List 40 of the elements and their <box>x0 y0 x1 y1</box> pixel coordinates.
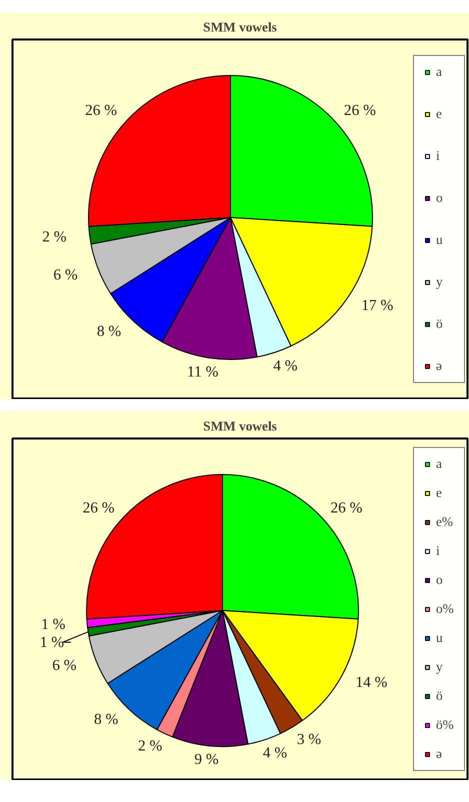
data-label: 17 % <box>361 296 394 314</box>
data-label: 9 % <box>194 750 219 768</box>
legend-label: u <box>436 630 444 646</box>
legend-label: o% <box>436 601 455 617</box>
legend-label: i <box>436 543 441 559</box>
legend-label: ə <box>436 358 443 374</box>
data-label: 11 % <box>187 363 219 380</box>
chart-title: SMM vowels <box>203 418 277 434</box>
legend-label: e% <box>436 514 454 530</box>
data-label: 2 % <box>42 228 67 246</box>
legend-label: o <box>436 190 444 206</box>
data-label: 26 % <box>85 102 118 120</box>
data-label: 3 % <box>296 730 322 748</box>
legend-label: a <box>436 456 443 472</box>
data-label: 26 % <box>82 500 115 517</box>
data-label: 4 % <box>273 358 298 375</box>
data-label: 8 % <box>96 322 122 340</box>
legend-label: ö% <box>436 717 455 733</box>
legend-label: y <box>436 659 444 675</box>
legend-label: i <box>436 148 441 164</box>
data-label: 1 % <box>40 634 64 651</box>
data-label: 4 % <box>262 744 288 762</box>
legend-label: e <box>436 106 443 122</box>
data-label: 6 % <box>53 266 78 284</box>
legend-label: a <box>436 64 443 80</box>
legend-label: ö <box>436 316 444 332</box>
legend-label: ö <box>436 688 444 704</box>
data-label: 1 % <box>41 616 66 634</box>
data-label: 8 % <box>94 711 118 728</box>
data-label: 26 % <box>330 500 363 517</box>
data-label: 26 % <box>344 102 376 120</box>
chart-title: SMM vowels <box>203 20 277 34</box>
data-label: 6 % <box>52 657 77 674</box>
data-label: 2 % <box>138 737 162 754</box>
data-label: 14 % <box>356 674 388 692</box>
legend-label: e <box>436 485 443 501</box>
legend-label: o <box>436 572 444 588</box>
legend-label: u <box>436 232 444 248</box>
legend-label: y <box>436 274 444 290</box>
legend-label: ə <box>436 746 443 762</box>
